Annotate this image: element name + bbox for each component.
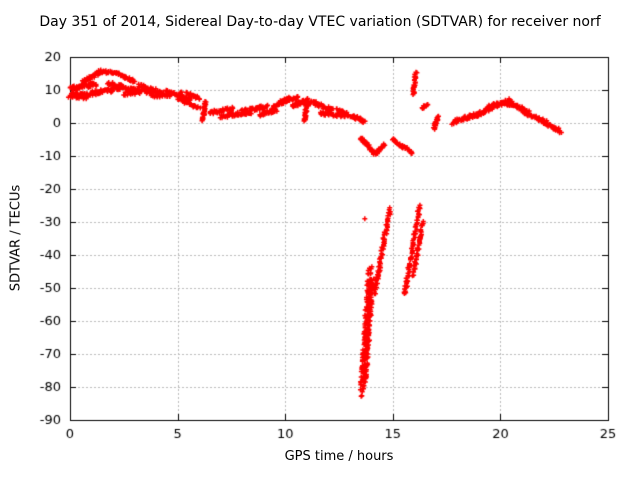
chart-title: Day 351 of 2014, Sidereal Day-to-day VTE… <box>39 14 601 30</box>
x-axis-label: GPS time / hours <box>284 449 394 464</box>
y-axis-label: SDTVAR / TECUs <box>8 184 24 292</box>
